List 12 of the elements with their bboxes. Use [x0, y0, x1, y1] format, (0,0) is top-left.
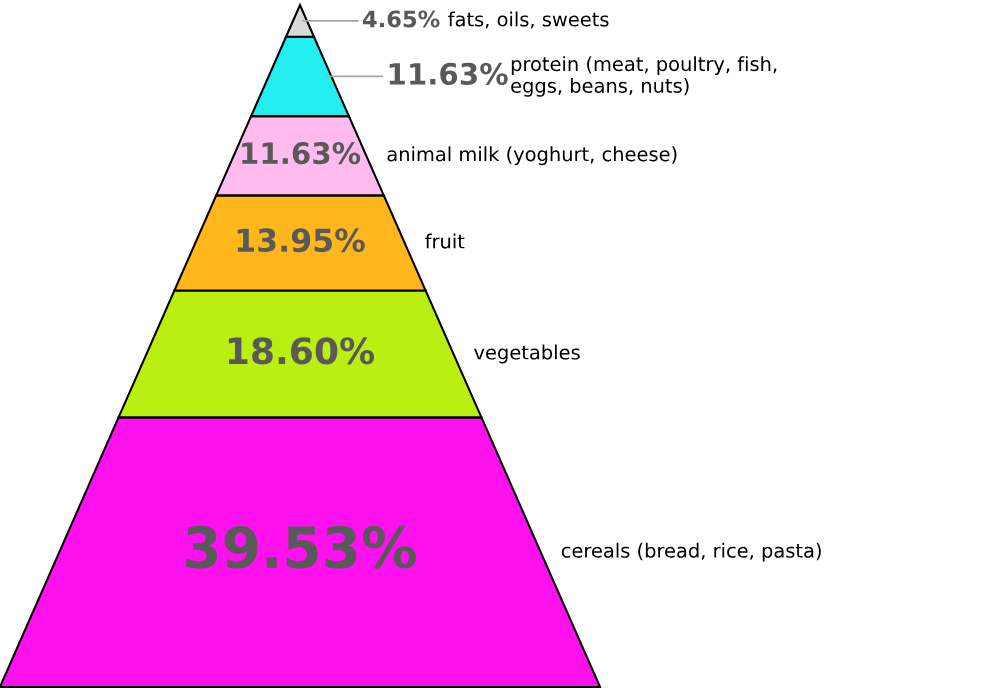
data-label: 4.65% [362, 10, 440, 28]
category-label: cereals (bread, rice, pasta) [561, 542, 821, 562]
data-label: 11.63% [242, 142, 361, 165]
category-label: vegetables [474, 344, 580, 364]
data-label: 11.63% [389, 62, 508, 85]
category-label: protein (meat, poultry, fish, eggs, beans, nuts) [511, 56, 777, 97]
category-label: fats, oils, sweets [448, 11, 609, 29]
category-label: fruit [425, 233, 465, 249]
category-label: animal milk (yoghurt, cheese) [387, 146, 677, 166]
data-label: 13.95% [237, 228, 365, 253]
data-label: 18.60% [228, 337, 375, 365]
data-label: 39.53% [186, 525, 416, 569]
